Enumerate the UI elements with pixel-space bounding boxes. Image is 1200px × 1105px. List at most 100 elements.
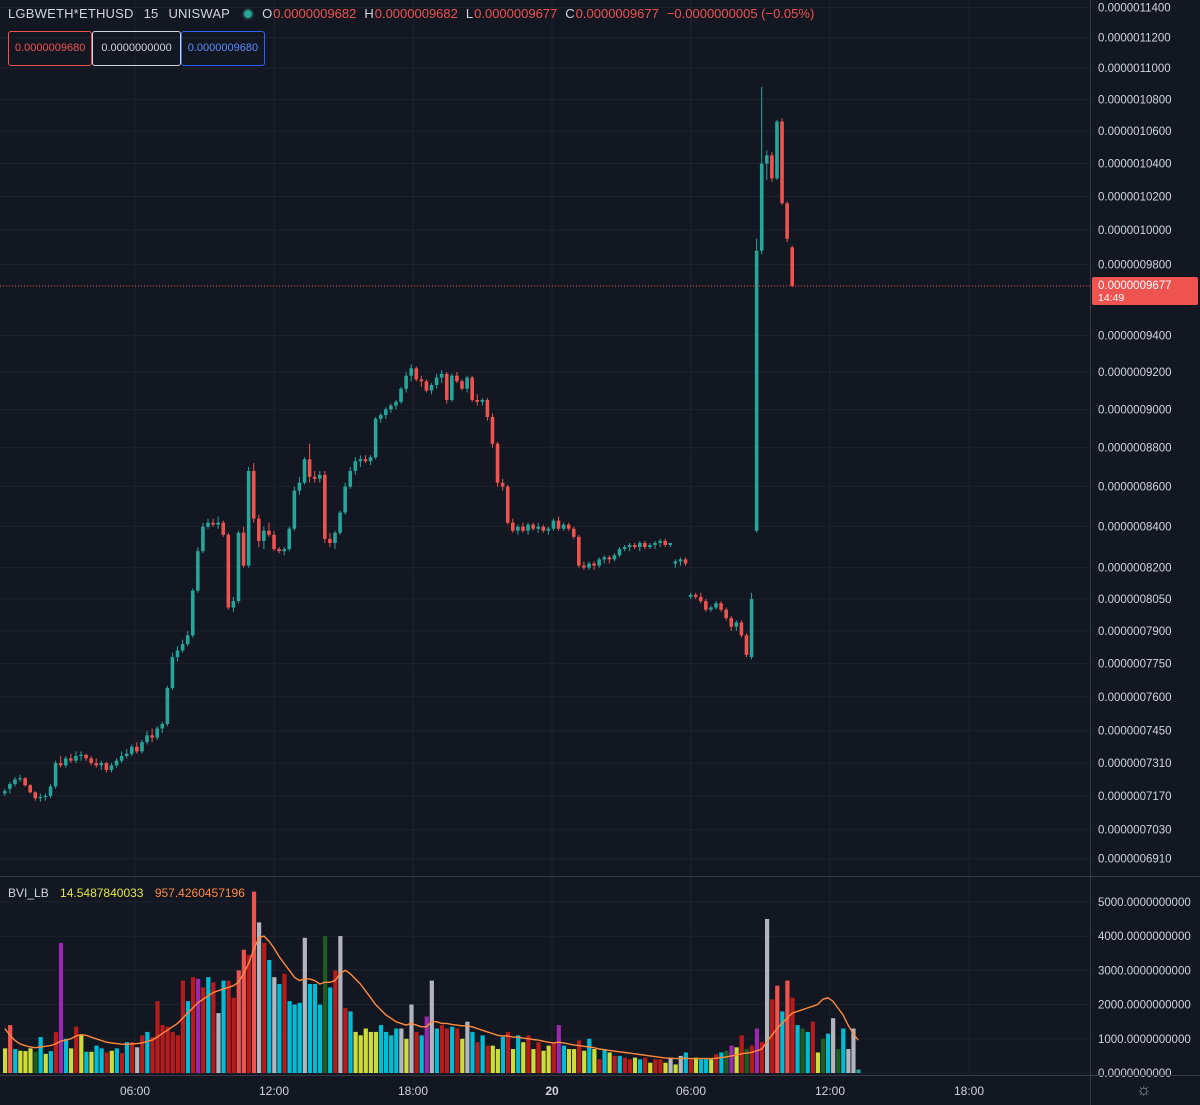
candle-up — [109, 765, 114, 770]
candle-up — [13, 779, 17, 785]
volume-bar — [84, 1051, 89, 1073]
candle-up — [99, 763, 104, 766]
volume-bar — [521, 1042, 526, 1073]
volume-bar — [79, 1035, 84, 1073]
candle-up — [759, 163, 764, 251]
volume-bar — [414, 1031, 419, 1073]
volume-bar — [439, 1025, 445, 1073]
volume-bar — [505, 1031, 511, 1073]
time-tick-label: 12:00 — [259, 1084, 289, 1098]
candle-down — [592, 563, 596, 566]
volume-bar — [257, 922, 262, 1073]
volume-bar — [511, 1049, 516, 1073]
indicator-value-2: 957.4260457196 — [154, 886, 245, 900]
volume-bar — [124, 1042, 130, 1073]
volume-bar — [785, 980, 790, 1073]
high-label: H — [364, 6, 374, 21]
volume-bar — [714, 1054, 719, 1073]
volume-bar — [292, 1004, 297, 1073]
volume-bar — [409, 1004, 414, 1073]
candle-up — [622, 547, 627, 550]
candle-down — [221, 522, 226, 535]
open-value: 0.0000009682 — [273, 6, 357, 21]
volume-bar — [638, 1059, 643, 1073]
volume-bar — [170, 1031, 175, 1073]
candle-down — [582, 565, 586, 568]
price-tick-label: 0.0000007900 — [1098, 626, 1172, 638]
price-tick-label: 0.0000007310 — [1098, 758, 1172, 770]
candle-down — [241, 532, 246, 566]
candle-up — [480, 399, 485, 402]
candle-up — [597, 559, 601, 566]
volume-bar — [795, 1025, 800, 1073]
candle-up — [155, 728, 159, 738]
volume-bar — [790, 997, 795, 1073]
volume-bar — [765, 918, 770, 1073]
volume-bar — [719, 1052, 724, 1073]
price-tick-label: 0.0000011200 — [1098, 33, 1171, 45]
volume-bar — [724, 1050, 729, 1073]
volume-bar — [851, 1028, 856, 1073]
volume-bar — [241, 949, 246, 1073]
volume-bar — [145, 1031, 150, 1073]
gear-icon[interactable]: ☼ — [1136, 1080, 1152, 1099]
candle-up — [450, 375, 454, 400]
candle-down — [312, 476, 317, 479]
candle-down — [277, 549, 281, 552]
candle-down — [23, 778, 27, 786]
candle-up — [114, 760, 119, 766]
candle-up — [465, 377, 469, 389]
time-tick-label: 20 — [545, 1084, 559, 1098]
candle-up — [709, 607, 713, 610]
candle-down — [272, 534, 276, 550]
candle-down — [328, 538, 332, 543]
candle-down — [556, 520, 561, 529]
candle-up — [551, 520, 556, 529]
price-tick-label: 0.0000010600 — [1098, 126, 1172, 138]
volume-bar — [673, 1064, 678, 1073]
candle-up — [145, 735, 149, 743]
candle-down — [58, 763, 63, 766]
candle-down — [104, 763, 109, 770]
buy-sell-panel: 0.0000009680 0.0000000000 0.0000009680 — [8, 31, 266, 66]
high-value: 0.0000009682 — [374, 6, 458, 21]
volume-bar — [368, 1031, 373, 1073]
candle-up — [673, 561, 678, 564]
candle-down — [323, 474, 327, 539]
volume-bar — [18, 1050, 23, 1073]
exchange: UNISWAP — [168, 6, 231, 21]
candle-down — [89, 758, 93, 764]
candle-down — [28, 785, 32, 793]
volume-bar — [607, 1052, 612, 1073]
candle-down — [94, 763, 99, 766]
candle-up — [546, 528, 551, 531]
volume-bar — [500, 1037, 506, 1073]
symbol-name[interactable]: LGBWETH*ETHUSD — [8, 6, 134, 21]
time-tick-label: 06:00 — [120, 1084, 150, 1098]
candle-down — [521, 526, 525, 531]
volume-bar — [297, 1002, 302, 1073]
price-tick-label: 0.0000009400 — [1098, 330, 1172, 342]
candle-up — [18, 778, 22, 780]
candle-up — [175, 650, 180, 658]
volume-bar — [470, 1031, 475, 1073]
volume-bar — [130, 1042, 135, 1073]
indicator-name[interactable]: BVI_LB — [8, 886, 49, 900]
candle-down — [790, 247, 794, 287]
candle-up — [190, 590, 195, 636]
volume-bar — [622, 1057, 627, 1073]
candle-down — [419, 379, 424, 382]
interval[interactable]: 15 — [143, 6, 159, 21]
volume-bar — [43, 1053, 48, 1073]
volume-bar — [140, 1035, 145, 1073]
buy-button[interactable]: 0.0000009680 — [180, 31, 266, 66]
candle-down — [698, 596, 703, 602]
candle-down — [414, 368, 419, 380]
candle-up — [602, 557, 607, 560]
sell-button[interactable]: 0.0000009680 — [8, 31, 93, 66]
volume-bar — [531, 1049, 536, 1073]
volume-bar — [450, 1026, 455, 1073]
candle-up — [358, 459, 363, 462]
volume-bar — [820, 1038, 826, 1073]
